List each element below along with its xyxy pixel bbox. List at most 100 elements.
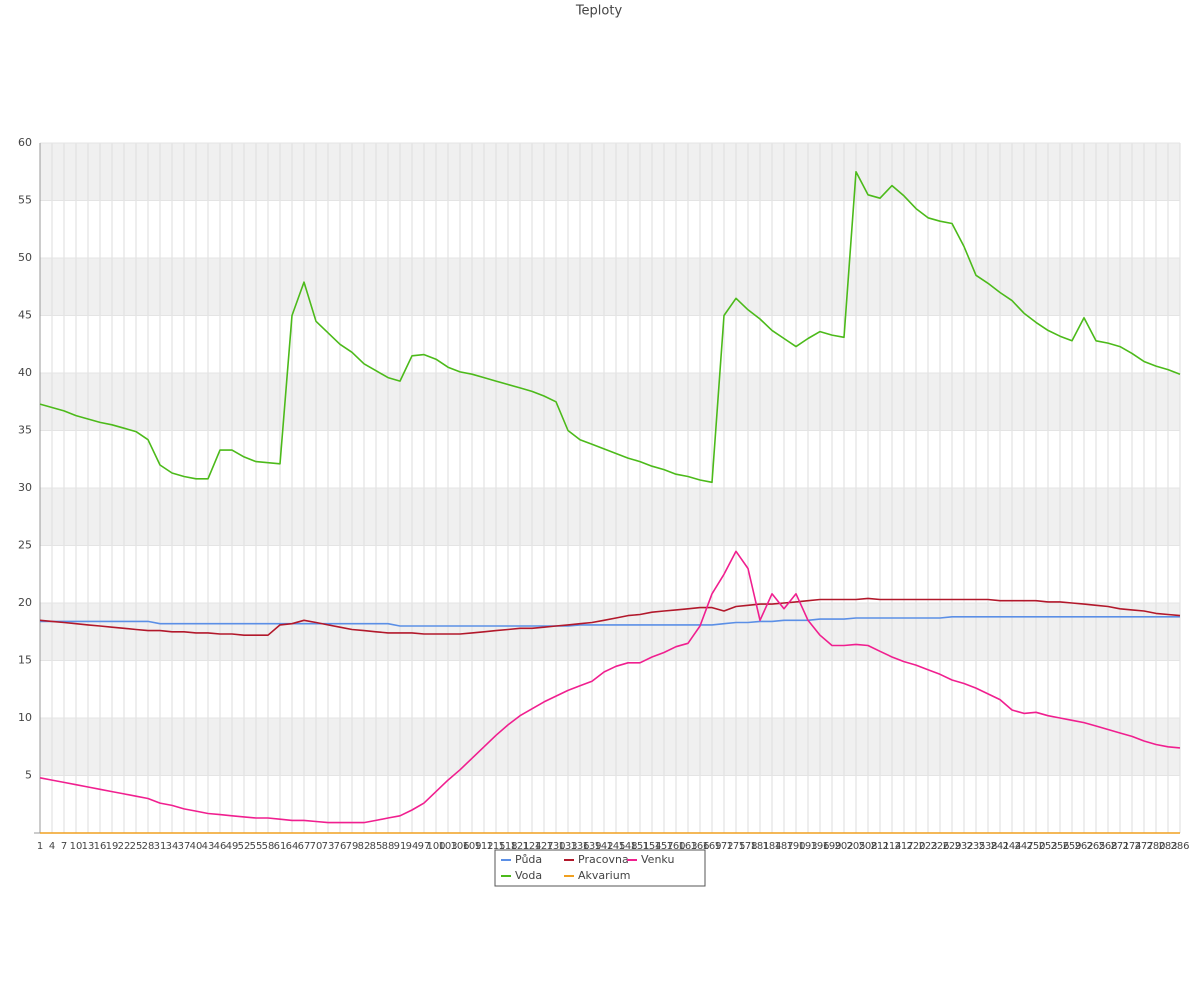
x-tick-label: 58 [262, 841, 275, 852]
x-tick-label: 244 [1002, 841, 1021, 852]
x-tick-label: 214 [882, 841, 901, 852]
x-tick-label: 160 [666, 841, 685, 852]
x-tick-label: 16 [94, 841, 107, 852]
x-tick-label: 208 [858, 841, 877, 852]
grid-band [40, 488, 1180, 546]
x-tick-label: 166 [690, 841, 709, 852]
x-tick-label: 133 [558, 841, 577, 852]
x-tick-label: 118 [498, 841, 517, 852]
x-tick-label: 241 [990, 841, 1009, 852]
x-tick-label: 25 [130, 841, 143, 852]
x-tick-label: 238 [978, 841, 997, 852]
grid-band [40, 258, 1180, 316]
x-tick-label: 103 [438, 841, 457, 852]
y-tick-label: 45 [18, 309, 32, 322]
y-tick-label: 35 [18, 424, 32, 437]
grid-band [40, 718, 1180, 776]
x-tick-label: 226 [930, 841, 949, 852]
legend-label: Pracovna [578, 853, 629, 866]
x-tick-label: 37 [178, 841, 191, 852]
x-tick-label: 100 [426, 841, 445, 852]
x-tick-label: 52 [238, 841, 251, 852]
x-tick-label: 31 [154, 841, 167, 852]
x-tick-label: 22 [118, 841, 131, 852]
x-tick-label: 286 [1170, 841, 1189, 852]
series-line [39, 550, 1181, 824]
x-tick-label: 223 [918, 841, 937, 852]
chart-title: Teploty [575, 4, 623, 19]
y-tick-label: 50 [18, 251, 32, 264]
x-tick-label: 136 [570, 841, 589, 852]
x-tick-label: 67 [298, 841, 311, 852]
x-tick-label: 28 [142, 841, 155, 852]
x-tick-label: 130 [546, 841, 565, 852]
x-tick-label: 91 [394, 841, 407, 852]
x-tick-label: 268 [1098, 841, 1117, 852]
x-tick-label: 253 [1038, 841, 1057, 852]
x-tick-label: 34 [166, 841, 179, 852]
grid-band [40, 143, 1180, 201]
x-tick-label: 94 [406, 841, 419, 852]
x-tick-label: 265 [1086, 841, 1105, 852]
x-tick-label: 55 [250, 841, 263, 852]
y-tick-label: 5 [25, 769, 32, 782]
x-tick-label: 217 [894, 841, 913, 852]
x-tick-label: 178 [738, 841, 757, 852]
x-tick-label: 280 [1146, 841, 1165, 852]
y-tick-label: 10 [18, 711, 32, 724]
x-tick-label: 163 [678, 841, 697, 852]
x-tick-label: 139 [582, 841, 601, 852]
x-tick-label: 169 [702, 841, 721, 852]
x-tick-label: 220 [906, 841, 925, 852]
y-tick-label: 30 [18, 481, 32, 494]
legend-label: Akvarium [578, 869, 630, 882]
x-tick-label: 70 [310, 841, 323, 852]
x-tick-label: 76 [334, 841, 347, 852]
x-tick-label: 73 [322, 841, 335, 852]
x-tick-label: 271 [1110, 841, 1129, 852]
x-tick-label: 142 [594, 841, 613, 852]
x-tick-label: 157 [654, 841, 673, 852]
x-tick-label: 7 [61, 841, 67, 852]
x-tick-label: 13 [82, 841, 95, 852]
y-tick-label: 55 [18, 194, 32, 207]
x-tick-label: 121 [510, 841, 529, 852]
x-tick-label: 229 [942, 841, 961, 852]
x-tick-label: 187 [774, 841, 793, 852]
x-tick-label: 64 [286, 841, 299, 852]
x-tick-label: 202 [834, 841, 853, 852]
x-tick-label: 181 [750, 841, 769, 852]
legend-label: Venku [641, 853, 674, 866]
x-tick-label: 190 [786, 841, 805, 852]
x-tick-label: 247 [1014, 841, 1033, 852]
x-tick-label: 88 [382, 841, 395, 852]
x-tick-label: 1 [37, 841, 43, 852]
x-tick-label: 184 [762, 841, 781, 852]
y-tick-label: 40 [18, 366, 32, 379]
legend-label: Půda [515, 853, 542, 866]
series-line [40, 616, 1180, 627]
x-tick-label: 49 [226, 841, 239, 852]
x-tick-label: 259 [1062, 841, 1081, 852]
series-line [39, 171, 1181, 484]
x-tick-label: 43 [202, 841, 215, 852]
y-tick-label: 25 [18, 539, 32, 552]
x-tick-label: 196 [810, 841, 829, 852]
x-tick-label: 19 [106, 841, 119, 852]
x-tick-label: 79 [346, 841, 359, 852]
x-tick-label: 235 [966, 841, 985, 852]
series-line [39, 597, 1181, 636]
x-tick-label: 172 [714, 841, 733, 852]
x-tick-label: 193 [798, 841, 817, 852]
x-tick-label: 148 [618, 841, 637, 852]
x-tick-label: 232 [954, 841, 973, 852]
grid-band [40, 373, 1180, 431]
x-tick-label: 4 [49, 841, 55, 852]
x-tick-label: 97 [418, 841, 431, 852]
y-tick-label: 60 [18, 136, 32, 149]
x-tick-label: 106 [450, 841, 469, 852]
x-tick-label: 109 [462, 841, 481, 852]
y-tick-label: 15 [18, 654, 32, 667]
x-tick-label: 250 [1026, 841, 1045, 852]
